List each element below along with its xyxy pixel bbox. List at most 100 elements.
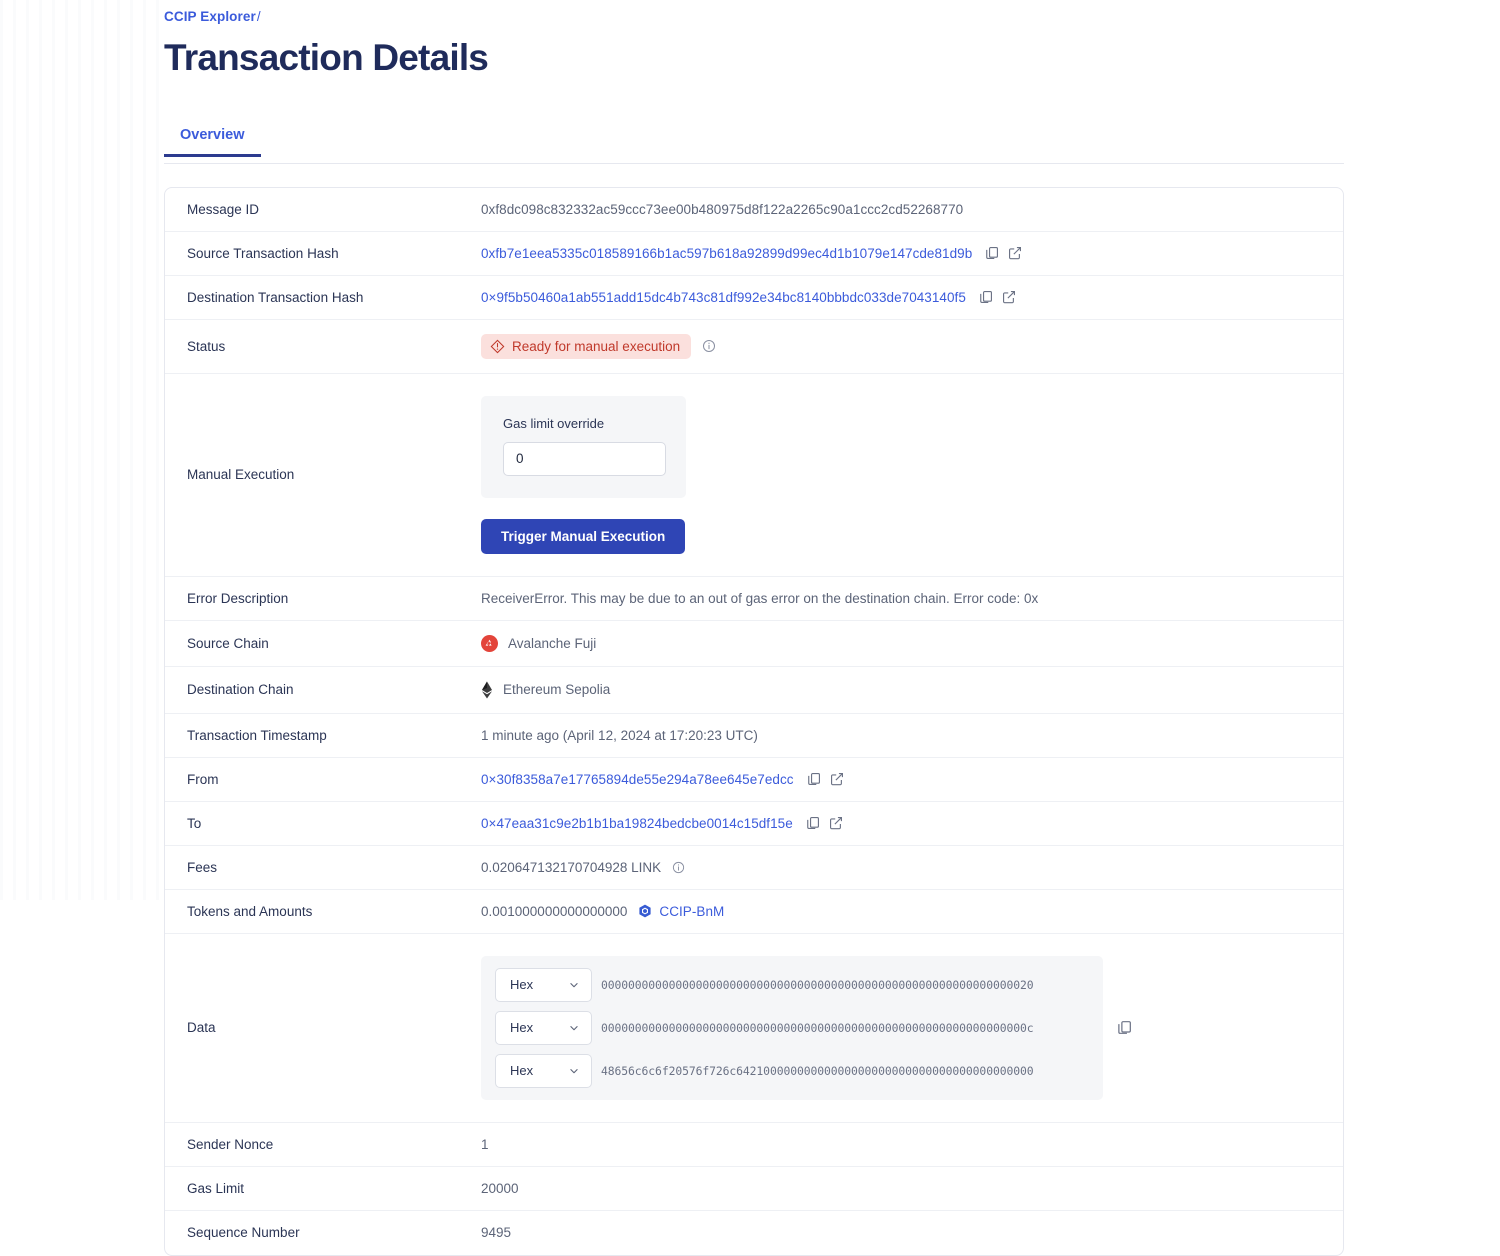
row-value: 9495 (481, 1211, 1343, 1255)
source-transaction-hash-link[interactable]: 0xfb7e1eea5335c018589166b1ac597b618a9289… (481, 245, 973, 261)
row-value: Avalanche Fuji (481, 621, 1343, 666)
destination-transaction-hash-link[interactable]: 0×9f5b50460a1ab551add15dc4b743c81df992e3… (481, 289, 966, 305)
table-row-message-id: Message ID 0xf8dc098c832332ac59ccc73ee00… (165, 188, 1343, 232)
gas-limit-override-input[interactable] (503, 441, 666, 476)
row-label: From (187, 771, 219, 787)
data-rows: Hex 000000000000000000000000000000000000… (495, 967, 1089, 1088)
table-row-gas-limit: Gas Limit 20000 (165, 1167, 1343, 1211)
row-label: Tokens and Amounts (187, 903, 313, 919)
encoding-select-label: Hex (510, 1063, 534, 1079)
data-row: Hex 000000000000000000000000000000000000… (495, 967, 1089, 1002)
background-texture (0, 0, 160, 900)
row-value: Hex 000000000000000000000000000000000000… (481, 934, 1343, 1122)
row-label: Sequence Number (187, 1225, 300, 1241)
table-row-data: Data Hex 0000000000000000 (165, 934, 1343, 1123)
copy-icon[interactable] (806, 816, 820, 830)
external-link-icon[interactable] (829, 816, 843, 830)
tab-bar: Overview (164, 124, 1344, 164)
table-row-manual-execution: Manual Execution Gas limit override Trig… (165, 374, 1343, 577)
row-label: Source Chain (187, 635, 269, 651)
message-id-value: 0xf8dc098c832332ac59ccc73ee00b480975d8f1… (481, 201, 964, 217)
encoding-select-label: Hex (510, 977, 534, 993)
row-label: Sender Nonce (187, 1136, 274, 1152)
data-row: Hex 000000000000000000000000000000000000… (495, 1010, 1089, 1045)
table-row-source-chain: Source Chain Avalanche Fuji (165, 621, 1343, 667)
breadcrumb: CCIP Explorer/ (164, 0, 1344, 24)
row-value: 0.020647132170704928 LINK (481, 846, 1343, 889)
table-row-tokens-and-amounts: Tokens and Amounts 0.001000000000000000 … (165, 890, 1343, 934)
chevron-down-icon (568, 1065, 580, 1077)
external-link-icon[interactable] (830, 772, 844, 786)
breadcrumb-link-ccip-explorer[interactable]: CCIP Explorer (164, 9, 256, 24)
data-row: Hex 48656c6c6f20576f726c6421000000000000… (495, 1053, 1089, 1088)
details-card: Message ID 0xf8dc098c832332ac59ccc73ee00… (164, 186, 1344, 1256)
copy-icon[interactable] (979, 290, 993, 304)
gas-limit-override-panel: Gas limit override (481, 395, 686, 498)
table-row-from: From 0×30f8358a7e17765894de55e294a78ee64… (165, 758, 1343, 802)
row-label: Message ID (187, 201, 260, 217)
table-row-source-transaction-hash: Source Transaction Hash 0xfb7e1eea5335c0… (165, 232, 1343, 276)
source-chain-label: Avalanche Fuji (508, 635, 597, 651)
token-amount-value: 0.001000000000000000 (481, 903, 628, 919)
token-symbol-link[interactable]: CCIP-BnM (659, 903, 725, 919)
page-title: Transaction Details (164, 37, 489, 78)
data-hex-line-1: 0000000000000000000000000000000000000000… (601, 1020, 1034, 1035)
row-value: 0xfb7e1eea5335c018589166b1ac597b618a9289… (481, 232, 1343, 275)
row-label: Manual Execution (187, 467, 295, 483)
token-cell[interactable]: CCIP-BnM (638, 904, 724, 919)
row-label: Destination Chain (187, 682, 294, 698)
to-address-link[interactable]: 0×47eaa31c9e2b1b1ba19824bedcbe0014c15df1… (481, 815, 793, 831)
row-value: 1 minute ago (April 12, 2024 at 17:20:23… (481, 714, 1343, 757)
external-link-icon[interactable] (1002, 290, 1016, 304)
data-panel: Hex 000000000000000000000000000000000000… (481, 955, 1103, 1100)
trigger-manual-execution-button[interactable]: Trigger Manual Execution (481, 518, 686, 554)
page-content: CCIP Explorer/ Transaction Details Overv… (164, 0, 1344, 1256)
transaction-timestamp-value: 1 minute ago (April 12, 2024 at 17:20:23… (481, 727, 758, 743)
row-value: 0×30f8358a7e17765894de55e294a78ee645e7ed… (481, 758, 1343, 801)
info-icon[interactable] (672, 861, 685, 874)
row-label: Data (187, 1020, 216, 1036)
external-link-icon[interactable] (1008, 246, 1022, 260)
avalanche-icon (481, 634, 498, 652)
ccip-token-icon (638, 904, 652, 919)
encoding-select-0[interactable]: Hex (495, 967, 592, 1002)
destination-chain-cell: Ethereum Sepolia (481, 681, 610, 699)
table-row-to: To 0×47eaa31c9e2b1b1ba19824bedcbe0014c15… (165, 802, 1343, 846)
info-icon[interactable] (702, 339, 716, 353)
table-row-destination-transaction-hash: Destination Transaction Hash 0×9f5b50460… (165, 276, 1343, 320)
encoding-select-2[interactable]: Hex (495, 1053, 592, 1088)
row-label: Gas Limit (187, 1180, 245, 1196)
row-value: 1 (481, 1123, 1343, 1166)
breadcrumb-separator: / (256, 9, 261, 24)
data-hex-line-2: 48656c6c6f20576f726c64210000000000000000… (601, 1063, 1034, 1078)
encoding-select-label: Hex (510, 1020, 534, 1036)
sequence-number-value: 9495 (481, 1225, 512, 1241)
row-value: Gas limit override Trigger Manual Execut… (481, 374, 1343, 576)
gas-limit-value: 20000 (481, 1180, 519, 1196)
destination-chain-label: Ethereum Sepolia (503, 682, 611, 698)
row-label: Source Transaction Hash (187, 245, 339, 261)
copy-icon[interactable] (807, 772, 821, 786)
row-value: 0xf8dc098c832332ac59ccc73ee00b480975d8f1… (481, 188, 1343, 231)
table-row-sender-nonce: Sender Nonce 1 (165, 1123, 1343, 1167)
from-address-link[interactable]: 0×30f8358a7e17765894de55e294a78ee645e7ed… (481, 771, 794, 787)
tab-overview[interactable]: Overview (164, 127, 261, 157)
row-value: 0.001000000000000000 CCIP-BnM (481, 890, 1343, 933)
sender-nonce-value: 1 (481, 1136, 489, 1152)
table-row-transaction-timestamp: Transaction Timestamp 1 minute ago (Apri… (165, 714, 1343, 758)
row-label: Destination Transaction Hash (187, 289, 364, 305)
copy-icon[interactable] (985, 246, 999, 260)
ethereum-icon (481, 681, 493, 699)
status-badge-label: Ready for manual execution (512, 338, 681, 354)
row-label: Fees (187, 859, 218, 875)
copy-icon[interactable] (1117, 1020, 1132, 1035)
row-label: Error Description (187, 590, 289, 606)
row-value: 20000 (481, 1167, 1343, 1210)
table-row-sequence-number: Sequence Number 9495 (165, 1211, 1343, 1255)
row-label: To (187, 815, 202, 831)
status-badge: Ready for manual execution (481, 333, 692, 359)
gas-limit-override-label: Gas limit override (503, 415, 605, 431)
encoding-select-1[interactable]: Hex (495, 1010, 592, 1045)
row-label: Status (187, 338, 226, 354)
